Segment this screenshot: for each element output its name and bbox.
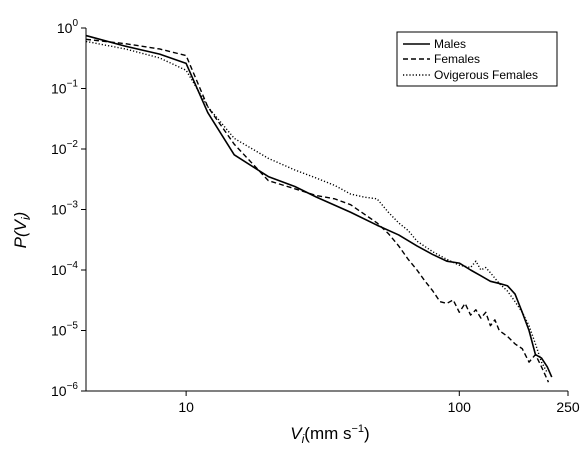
y-tick-label-exponent: −3: [67, 200, 79, 211]
series-line-males: [85, 34, 553, 378]
x-tick-label: 100: [448, 399, 472, 415]
y-tick-label-exponent: −5: [67, 321, 79, 332]
series-line-ovigerous-females: [85, 40, 548, 374]
y-tick-label-exponent: −2: [67, 139, 79, 150]
x-axis-title-units: (mm s: [304, 424, 351, 443]
legend: Males Females Ovigerous Females: [396, 31, 558, 87]
x-axis-title-units-exp: −1: [352, 423, 365, 435]
y-tick-label: 100: [57, 18, 79, 36]
x-tick-label: 10: [178, 399, 194, 415]
y-axis-title-main: P(V: [11, 218, 30, 248]
y-tick-label-exponent: 0: [72, 18, 78, 29]
y-tick-label-base: 10: [51, 323, 67, 339]
y-tick-label-exponent: −4: [67, 260, 79, 271]
y-tick-label: 10−4: [51, 260, 78, 278]
y-tick-label-base: 10: [51, 141, 67, 157]
series-group: [85, 34, 553, 383]
x-axis-title-sub: i: [302, 432, 305, 446]
y-tick-label-base: 10: [57, 20, 73, 36]
legend-label-males: Males: [434, 37, 466, 51]
y-tick-label: 10−6: [51, 381, 78, 399]
series-line-females: [85, 38, 550, 383]
y-tick-label-base: 10: [51, 383, 67, 399]
y-tick-label-base: 10: [51, 262, 67, 278]
y-tick-label: 10−5: [51, 321, 78, 339]
y-tick-label-base: 10: [51, 81, 67, 97]
legend-label-ovigerous-females: Ovigerous Females: [434, 68, 538, 82]
y-tick-label: 10−3: [51, 200, 78, 218]
y-tick-label-base: 10: [51, 202, 67, 218]
legend-label-females: Females: [434, 52, 480, 66]
x-axis-title-main: V: [290, 424, 303, 443]
y-tick-label: 10−2: [51, 139, 78, 157]
y-axis-title: P(Vi): [11, 212, 33, 249]
x-axis-title-units-close: ): [364, 424, 370, 443]
y-tick-label-exponent: −1: [67, 79, 79, 90]
x-axis-title: Vi(mm s−1): [290, 423, 369, 446]
y-tick-label-exponent: −6: [67, 381, 79, 392]
y-axis-title-close: ): [11, 212, 30, 220]
y-tick-label: 10−1: [51, 79, 78, 97]
x-tick-label: 250: [556, 399, 580, 415]
y-axis-title-sub: i: [19, 217, 33, 220]
